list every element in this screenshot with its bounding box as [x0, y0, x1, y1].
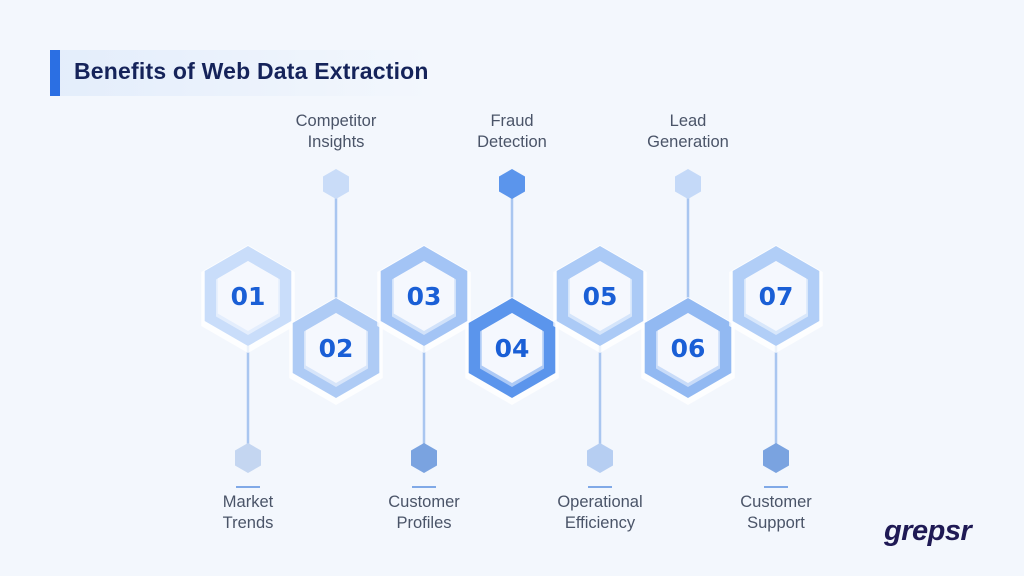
benefit-label-line: Efficiency: [564, 514, 636, 532]
page-title: Benefits of Web Data Extraction: [74, 58, 429, 84]
marker-hexagon: [499, 169, 525, 199]
benefit-label: Market Trends: [178, 492, 318, 534]
step-number: 04: [495, 334, 530, 363]
marker-hexagon: [587, 443, 613, 473]
benefit-label-line: Insights: [307, 133, 365, 151]
benefit-label-line: Detection: [477, 133, 547, 151]
benefit-label-line: Lead: [669, 112, 707, 130]
step-number: 06: [671, 334, 706, 363]
benefit-label: Operational Efficiency: [530, 492, 670, 534]
step-number: 07: [759, 282, 794, 311]
benefit-label: Customer Support: [706, 492, 846, 534]
marker-hexagon: [411, 443, 437, 473]
hexagon-inner: [569, 261, 631, 331]
step-number: 02: [319, 334, 354, 363]
benefit-label-line: Customer: [388, 493, 460, 511]
benefit-label-line: Market: [222, 493, 274, 511]
benefit-label-line: Customer: [740, 493, 812, 511]
benefit-label-line: Fraud: [490, 112, 534, 130]
benefit-label-line: Trends: [222, 514, 274, 532]
hexagon-inner: [217, 261, 279, 331]
benefit-label-line: Profiles: [396, 514, 452, 532]
marker-hexagon: [763, 443, 789, 473]
hexagon-inner: [745, 261, 807, 331]
step-number: 05: [583, 282, 618, 311]
benefit-label: Lead Generation: [618, 111, 758, 153]
hexagon-inner: [657, 313, 719, 383]
benefit-label: Customer Profiles: [354, 492, 494, 534]
benefit-label-line: Competitor: [295, 112, 377, 130]
step-number: 01: [231, 282, 266, 311]
hexagon-inner: [305, 313, 367, 383]
benefit-label: Competitor Insights: [266, 111, 406, 153]
benefit-label-line: Operational: [557, 493, 643, 511]
step-number: 03: [407, 282, 442, 311]
hexagon-inner: [481, 313, 543, 383]
title-accent-bar: [50, 50, 60, 96]
hexagon-inner: [393, 261, 455, 331]
benefit-label-line: Support: [747, 514, 805, 532]
benefit-label-line: Generation: [647, 133, 729, 151]
benefit-label: Fraud Detection: [442, 111, 582, 153]
grepsr-logo: grepsr: [884, 515, 972, 547]
marker-hexagon: [675, 169, 701, 199]
title-background: [50, 50, 430, 96]
marker-hexagon: [323, 169, 349, 199]
marker-hexagon: [235, 443, 261, 473]
